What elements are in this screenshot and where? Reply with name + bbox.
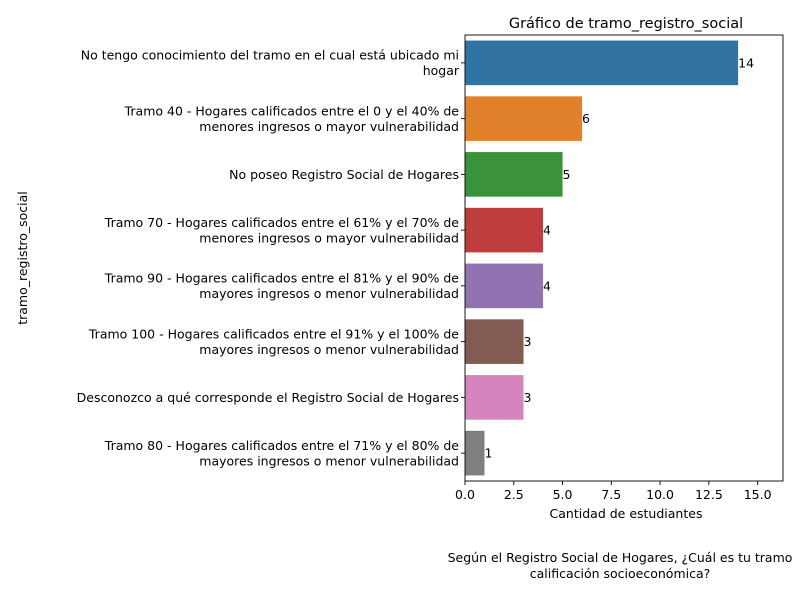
y-tick-label: mayores ingresos o menor vulnerabilidad [199, 286, 459, 301]
y-tick-label: menores ingresos o mayor vulnerabilidad [199, 119, 459, 134]
y-tick-label: Tramo 80 - Hogares calificados entre el … [104, 438, 460, 453]
chart-title: Gráfico de tramo_registro_social [509, 16, 743, 32]
bar [465, 319, 524, 364]
y-tick-label: mayores ingresos o menor vulnerabilidad [199, 453, 459, 468]
y-tick-label: No poseo Registro Social de Hogares [229, 167, 459, 182]
bar [465, 375, 524, 420]
y-tick-label: menores ingresos o mayor vulnerabilidad [199, 230, 459, 245]
bar [465, 96, 583, 141]
bar [465, 430, 485, 476]
x-tick-label: 7.5 [601, 487, 621, 502]
bar [465, 152, 563, 197]
bar-value-label: 3 [524, 390, 532, 405]
value-labels-group: 14 6 5 4 4 3 3 1 [485, 55, 755, 460]
y-tick-label: Desconozco a qué corresponde el Registro… [77, 390, 459, 405]
bars-group [465, 40, 739, 476]
x-tick-label: 10.0 [646, 487, 674, 502]
y-tick-label: Tramo 40 - Hogares calificados entre el … [124, 103, 460, 118]
bar-value-label: 6 [582, 111, 590, 126]
y-tick-label: No tengo conocimiento del tramo en el cu… [81, 48, 459, 63]
caption-line: calificación socioeconómica? [530, 566, 711, 581]
y-tick-label: Tramo 100 - Hogares calificados entre el… [88, 326, 459, 341]
x-ticks-group: 0.0 2.5 5.0 7.5 10.0 12.5 15.0 [455, 481, 772, 502]
plot-area-frame [464, 34, 784, 482]
y-tick-label: Tramo 90 - Hogares calificados entre el … [104, 271, 460, 286]
bar-value-label: 1 [485, 446, 493, 461]
bar-value-label: 5 [563, 167, 571, 182]
x-tick-label: 12.5 [695, 487, 723, 502]
bar [465, 263, 544, 309]
bar-value-label: 3 [524, 334, 532, 349]
caption-line: Según el Registro Social de Hogares, ¿Cu… [448, 550, 793, 565]
y-tick-label: mayores ingresos o menor vulnerabilidad [199, 342, 459, 357]
bar [465, 40, 739, 86]
bar-value-label: 4 [543, 278, 551, 293]
bar-value-label: 4 [543, 223, 551, 238]
x-tick-label: 2.5 [504, 487, 524, 502]
x-tick-label: 5.0 [553, 487, 573, 502]
category-labels-group: No tengo conocimiento del tramo en el cu… [77, 48, 465, 468]
bar [465, 207, 544, 253]
y-tick-label: Tramo 70 - Hogares calificados entre el … [104, 215, 460, 230]
x-axis-label: Cantidad de estudiantes [550, 506, 703, 521]
x-tick-label: 15.0 [744, 487, 772, 502]
caption: Según el Registro Social de Hogares, ¿Cu… [448, 550, 793, 581]
y-axis-label: tramo_registro_social [15, 191, 30, 325]
y-tick-label: hogar [423, 63, 460, 78]
bar-value-label: 14 [738, 55, 754, 70]
x-tick-label: 0.0 [455, 487, 475, 502]
